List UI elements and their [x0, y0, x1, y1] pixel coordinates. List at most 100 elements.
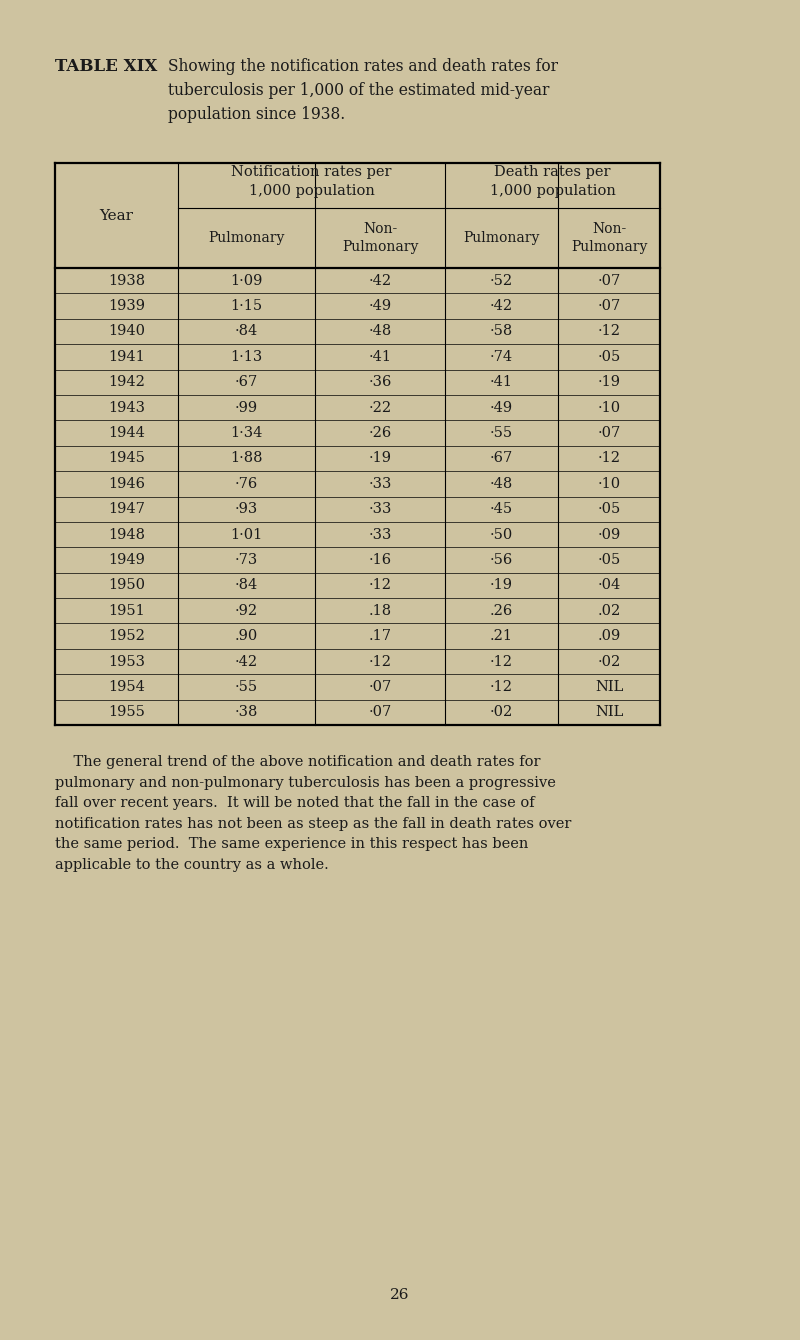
Text: ·67: ·67	[235, 375, 258, 389]
Text: ·12: ·12	[598, 452, 621, 465]
Text: ·76: ·76	[235, 477, 258, 490]
Text: .18: .18	[369, 604, 391, 618]
Text: 1939: 1939	[108, 299, 145, 314]
Text: ·12: ·12	[369, 654, 391, 669]
Text: 1·88: 1·88	[230, 452, 262, 465]
Text: Pulmonary: Pulmonary	[208, 230, 285, 245]
Text: 1942: 1942	[108, 375, 145, 389]
Text: ·05: ·05	[598, 502, 621, 516]
Text: ·58: ·58	[490, 324, 513, 339]
Text: 1943: 1943	[108, 401, 145, 414]
Text: ·74: ·74	[490, 350, 513, 364]
Text: ·22: ·22	[369, 401, 391, 414]
Text: .21: .21	[490, 630, 513, 643]
Text: ·19: ·19	[369, 452, 391, 465]
Text: ·07: ·07	[368, 679, 392, 694]
Text: 1·34: 1·34	[230, 426, 262, 440]
Text: Notification rates per
1,000 population: Notification rates per 1,000 population	[231, 165, 392, 198]
Text: ·42: ·42	[490, 299, 513, 314]
Text: ·42: ·42	[235, 654, 258, 669]
Text: NIL: NIL	[595, 705, 623, 720]
Text: ·48: ·48	[490, 477, 513, 490]
Text: 1955: 1955	[108, 705, 145, 720]
Text: ·07: ·07	[368, 705, 392, 720]
Text: ·48: ·48	[368, 324, 392, 339]
Text: 1950: 1950	[108, 579, 145, 592]
Text: Non-
Pulmonary: Non- Pulmonary	[342, 222, 418, 253]
Text: Showing the notification rates and death rates for
tuberculosis per 1,000 of the: Showing the notification rates and death…	[168, 58, 558, 123]
Text: Non-
Pulmonary: Non- Pulmonary	[571, 222, 647, 253]
Text: The general trend of the above notification and death rates for
pulmonary and no: The general trend of the above notificat…	[55, 754, 571, 872]
Text: ·10: ·10	[598, 477, 621, 490]
Text: .02: .02	[598, 604, 621, 618]
Text: ·12: ·12	[490, 654, 513, 669]
Text: ·12: ·12	[490, 679, 513, 694]
Text: ·33: ·33	[368, 477, 392, 490]
Text: ·19: ·19	[490, 579, 513, 592]
Text: NIL: NIL	[595, 679, 623, 694]
Text: ·04: ·04	[598, 579, 621, 592]
Text: ·49: ·49	[490, 401, 513, 414]
Text: 1945: 1945	[108, 452, 145, 465]
Text: 26: 26	[390, 1288, 410, 1302]
Text: TABLE XIX: TABLE XIX	[55, 58, 158, 75]
Text: 1940: 1940	[108, 324, 145, 339]
Text: ·84: ·84	[235, 324, 258, 339]
Text: 1·15: 1·15	[230, 299, 262, 314]
Text: Pulmonary: Pulmonary	[463, 230, 540, 245]
Text: ·12: ·12	[369, 579, 391, 592]
Text: ·49: ·49	[369, 299, 391, 314]
Text: ·05: ·05	[598, 350, 621, 364]
Text: ·92: ·92	[235, 604, 258, 618]
Text: ·56: ·56	[490, 553, 513, 567]
Text: ·93: ·93	[235, 502, 258, 516]
Text: ·38: ·38	[235, 705, 258, 720]
Text: ·33: ·33	[368, 528, 392, 541]
Text: ·55: ·55	[235, 679, 258, 694]
Text: 1952: 1952	[108, 630, 145, 643]
Text: ·52: ·52	[490, 273, 513, 288]
Text: 1947: 1947	[108, 502, 145, 516]
Text: ·09: ·09	[598, 528, 621, 541]
Text: ·84: ·84	[235, 579, 258, 592]
Text: ·16: ·16	[369, 553, 391, 567]
Text: 1951: 1951	[108, 604, 145, 618]
Text: ·02: ·02	[598, 654, 621, 669]
Text: ·19: ·19	[598, 375, 621, 389]
Text: 1938: 1938	[108, 273, 145, 288]
Text: ·41: ·41	[490, 375, 513, 389]
Text: 1·13: 1·13	[230, 350, 262, 364]
Text: 1·01: 1·01	[230, 528, 262, 541]
Text: ·12: ·12	[598, 324, 621, 339]
Text: ·42: ·42	[369, 273, 391, 288]
Text: ·67: ·67	[490, 452, 513, 465]
Text: 1948: 1948	[108, 528, 145, 541]
Text: 1946: 1946	[108, 477, 145, 490]
Text: ·07: ·07	[598, 299, 621, 314]
Text: ·07: ·07	[598, 426, 621, 440]
Text: ·33: ·33	[368, 502, 392, 516]
Text: 1941: 1941	[108, 350, 145, 364]
Text: 1954: 1954	[108, 679, 145, 694]
Text: ·41: ·41	[369, 350, 391, 364]
Text: ·26: ·26	[368, 426, 392, 440]
Text: ·36: ·36	[368, 375, 392, 389]
Text: 1949: 1949	[108, 553, 145, 567]
Text: ·50: ·50	[490, 528, 513, 541]
Text: .90: .90	[235, 630, 258, 643]
Text: Year: Year	[99, 209, 134, 222]
Text: ·07: ·07	[598, 273, 621, 288]
Text: ·99: ·99	[235, 401, 258, 414]
Text: ·55: ·55	[490, 426, 513, 440]
Text: 1944: 1944	[108, 426, 145, 440]
Text: .09: .09	[598, 630, 621, 643]
Text: 1·09: 1·09	[230, 273, 262, 288]
Text: ·10: ·10	[598, 401, 621, 414]
Text: ·05: ·05	[598, 553, 621, 567]
Text: ·02: ·02	[490, 705, 513, 720]
Text: .26: .26	[490, 604, 513, 618]
Text: ·45: ·45	[490, 502, 513, 516]
Text: 1953: 1953	[108, 654, 145, 669]
Text: .17: .17	[369, 630, 391, 643]
Text: ·73: ·73	[235, 553, 258, 567]
